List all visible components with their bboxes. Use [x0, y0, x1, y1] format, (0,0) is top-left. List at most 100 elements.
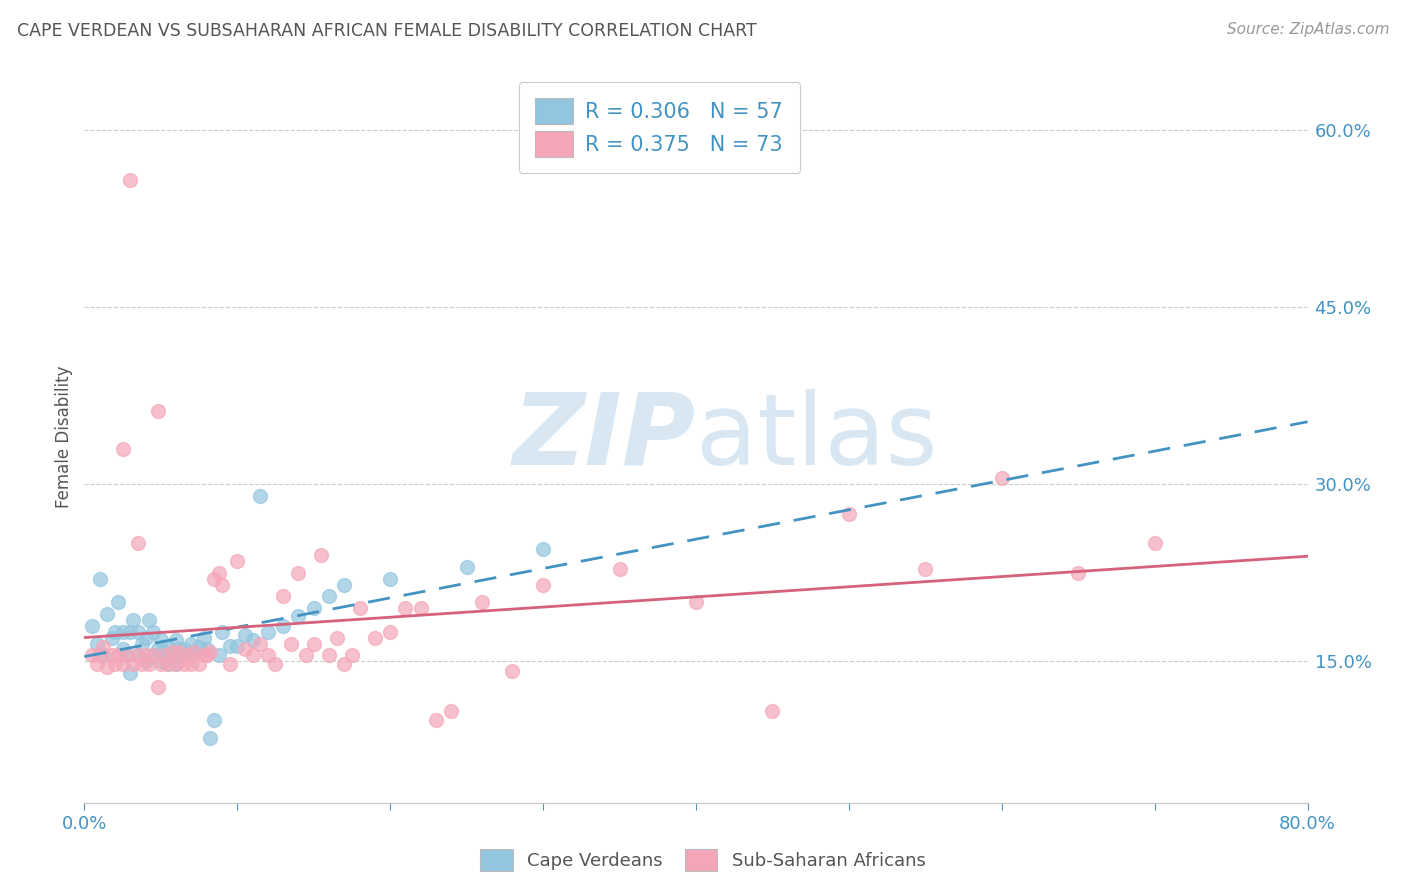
Point: [456, 559, 478, 574]
Point: [287, 566, 309, 580]
Point: [440, 704, 463, 718]
Point: [101, 648, 124, 663]
Point: [91, 640, 114, 654]
Point: [135, 631, 157, 645]
Point: [101, 631, 124, 645]
Point: [1143, 536, 1166, 550]
Point: [202, 572, 225, 586]
Point: [104, 624, 127, 639]
Point: [177, 648, 200, 663]
Point: [198, 645, 221, 659]
Point: [380, 572, 402, 586]
Point: [838, 507, 860, 521]
Point: [165, 657, 187, 671]
Point: [146, 680, 169, 694]
Point: [211, 624, 233, 639]
Point: [302, 636, 325, 650]
Point: [157, 657, 180, 671]
Point: [111, 657, 134, 671]
Point: [198, 731, 221, 745]
Point: [325, 631, 347, 645]
Point: [142, 648, 165, 663]
Point: [80, 619, 103, 633]
Point: [609, 562, 631, 576]
Point: [425, 713, 447, 727]
Point: [202, 713, 225, 727]
Point: [195, 642, 218, 657]
Point: [233, 642, 256, 657]
Point: [409, 601, 432, 615]
Legend: Cape Verdeans, Sub-Saharan Africans: Cape Verdeans, Sub-Saharan Africans: [474, 842, 932, 879]
Point: [153, 648, 176, 663]
Point: [135, 648, 157, 663]
Point: [153, 645, 176, 659]
Point: [146, 642, 169, 657]
Point: [80, 648, 103, 663]
Point: [257, 624, 280, 639]
Point: [180, 636, 202, 650]
Point: [318, 648, 340, 663]
Point: [531, 577, 554, 591]
Point: [471, 595, 494, 609]
Point: [167, 642, 190, 657]
Point: [311, 548, 333, 562]
Point: [531, 542, 554, 557]
Point: [226, 554, 249, 568]
Point: [142, 624, 165, 639]
Point: [162, 645, 184, 659]
Point: [242, 632, 264, 647]
Point: [135, 654, 157, 668]
Text: atlas: atlas: [696, 389, 938, 485]
Point: [271, 619, 294, 633]
Point: [157, 657, 180, 671]
Point: [127, 624, 149, 639]
Point: [193, 648, 215, 663]
Point: [218, 657, 240, 671]
Point: [991, 471, 1014, 485]
Point: [318, 590, 340, 604]
Point: [349, 601, 371, 615]
Point: [340, 648, 363, 663]
Point: [208, 566, 231, 580]
Point: [271, 590, 294, 604]
Point: [914, 562, 936, 576]
Point: [107, 648, 129, 663]
Point: [502, 664, 524, 678]
Point: [173, 642, 195, 657]
Point: [211, 577, 233, 591]
Point: [120, 666, 142, 681]
Point: [264, 657, 287, 671]
Point: [96, 660, 118, 674]
Point: [333, 657, 356, 671]
Point: [165, 657, 187, 671]
Text: Source: ZipAtlas.com: Source: ZipAtlas.com: [1226, 22, 1389, 37]
Point: [183, 645, 205, 659]
Point: [157, 640, 180, 654]
Point: [138, 613, 160, 627]
Point: [394, 601, 416, 615]
Point: [122, 657, 145, 671]
Point: [173, 657, 195, 671]
Point: [149, 654, 172, 668]
Point: [138, 657, 160, 671]
Text: CAPE VERDEAN VS SUBSAHARAN AFRICAN FEMALE DISABILITY CORRELATION CHART: CAPE VERDEAN VS SUBSAHARAN AFRICAN FEMAL…: [17, 22, 756, 40]
Point: [89, 572, 111, 586]
Point: [149, 632, 172, 647]
Point: [333, 577, 356, 591]
Y-axis label: Female Disability: Female Disability: [55, 366, 73, 508]
Point: [287, 609, 309, 624]
Point: [183, 645, 205, 659]
Point: [120, 624, 142, 639]
Point: [162, 648, 184, 663]
Point: [280, 636, 302, 650]
Point: [115, 648, 138, 663]
Point: [131, 657, 153, 671]
Point: [364, 631, 387, 645]
Point: [149, 657, 172, 671]
Text: ZIP: ZIP: [513, 389, 696, 485]
Point: [226, 639, 249, 653]
Point: [249, 489, 271, 503]
Point: [86, 636, 108, 650]
Point: [177, 648, 200, 663]
Point: [685, 595, 707, 609]
